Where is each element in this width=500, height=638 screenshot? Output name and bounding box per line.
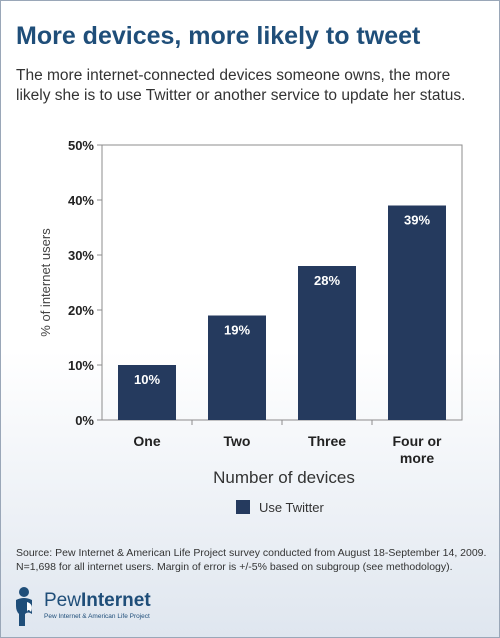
x-tick-label: Three xyxy=(308,433,346,449)
x-tick-label: more xyxy=(400,450,434,466)
y-tick-label: 20% xyxy=(68,303,94,318)
logo-word-pew: Pew xyxy=(44,590,81,611)
bar-value-label: 28% xyxy=(314,273,340,288)
x-axis-title: Number of devices xyxy=(213,468,355,487)
x-tick-label: Two xyxy=(224,433,251,449)
y-tick-label: 10% xyxy=(68,358,94,373)
bar xyxy=(208,315,266,420)
bar xyxy=(118,365,176,420)
y-tick-label: 30% xyxy=(68,248,94,263)
y-tick-label: 40% xyxy=(68,193,94,208)
bar xyxy=(298,266,356,420)
x-tick-label: One xyxy=(133,433,160,449)
legend-swatch xyxy=(236,500,250,514)
y-tick-label: 50% xyxy=(68,138,94,153)
plot-area: 0% 10% 20% 30% 40% 50% % of internet users 10% O… xyxy=(38,138,463,515)
bar-value-label: 39% xyxy=(404,213,430,228)
bar-value-label: 19% xyxy=(224,323,250,338)
chart-title: More devices, more likely to tweet xyxy=(16,22,421,50)
pew-internet-logo: PewInternet Pew Internet & American Life… xyxy=(10,584,210,632)
logo-wordmark: PewInternet xyxy=(44,590,151,612)
y-axis-title: % of internet users xyxy=(38,228,53,337)
source-note: Source: Pew Internet & American Life Pro… xyxy=(16,547,487,573)
logo-word-internet: Internet xyxy=(80,590,151,611)
bar xyxy=(388,205,446,420)
chart-subtitle: The more internet-connected devices some… xyxy=(16,67,466,104)
bar-chart: 0% 10% 20% 30% 40% 50% % of internet users 10% O… xyxy=(38,138,463,515)
y-tick-label: 0% xyxy=(75,413,94,428)
bar-value-label: 10% xyxy=(134,372,160,387)
x-tick-label: Four or xyxy=(393,433,443,449)
person-logo-icon xyxy=(16,587,32,626)
legend-label: Use Twitter xyxy=(259,500,324,515)
logo-tagline: Pew Internet & American Life Project xyxy=(44,613,150,620)
